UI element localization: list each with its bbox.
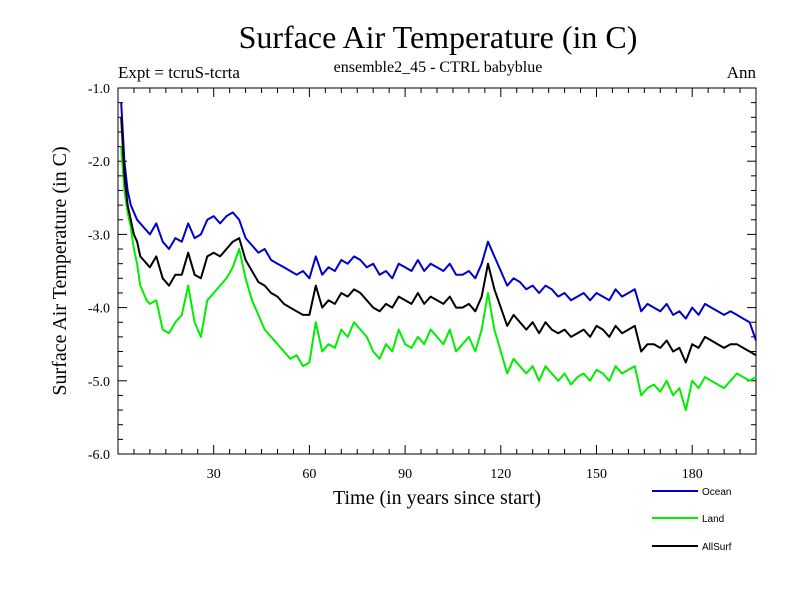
y-axis-label: Surface Air Temperature (in C) <box>49 146 71 395</box>
series-lines <box>120 102 757 412</box>
x-tick-label: 60 <box>302 467 316 482</box>
legend-label-ocean: Ocean <box>702 487 731 498</box>
y-tick-label: -1.0 <box>88 82 110 97</box>
y-tick-label: -6.0 <box>88 448 110 463</box>
y-tick-label: -2.0 <box>88 155 110 170</box>
chart-title: Surface Air Temperature (in C) <box>239 19 638 55</box>
y-axis: -1.0 -2.0 -3.0 -4.0 -5.0 -6.0 <box>88 82 756 463</box>
experiment-label: Expt = tcruS-tcrta <box>118 63 240 82</box>
series-line-ocean <box>120 102 757 341</box>
x-tick-label: 180 <box>682 467 703 482</box>
x-tick-label: 150 <box>586 467 607 482</box>
x-tick-label: 30 <box>207 467 221 482</box>
x-tick-label: 120 <box>490 467 511 482</box>
legend: Ocean Land AllSurf <box>652 487 732 553</box>
legend-label-land: Land <box>702 514 724 525</box>
period-label: Ann <box>727 63 757 82</box>
x-axis: 30 60 90 120 150 180 <box>133 88 741 482</box>
chart-subtitle: ensemble2_45 - CTRL babyblue <box>334 59 543 76</box>
y-tick-label: -5.0 <box>88 375 110 390</box>
series-line-land <box>120 146 757 412</box>
y-tick-label: -4.0 <box>88 302 110 317</box>
plot-frame <box>117 87 757 455</box>
y-tick-label: -3.0 <box>88 228 110 243</box>
series-line-allsurf <box>120 117 757 364</box>
legend-label-allsurf: AllSurf <box>702 542 732 553</box>
x-tick-label: 90 <box>398 467 412 482</box>
x-axis-label: Time (in years since start) <box>333 487 541 509</box>
